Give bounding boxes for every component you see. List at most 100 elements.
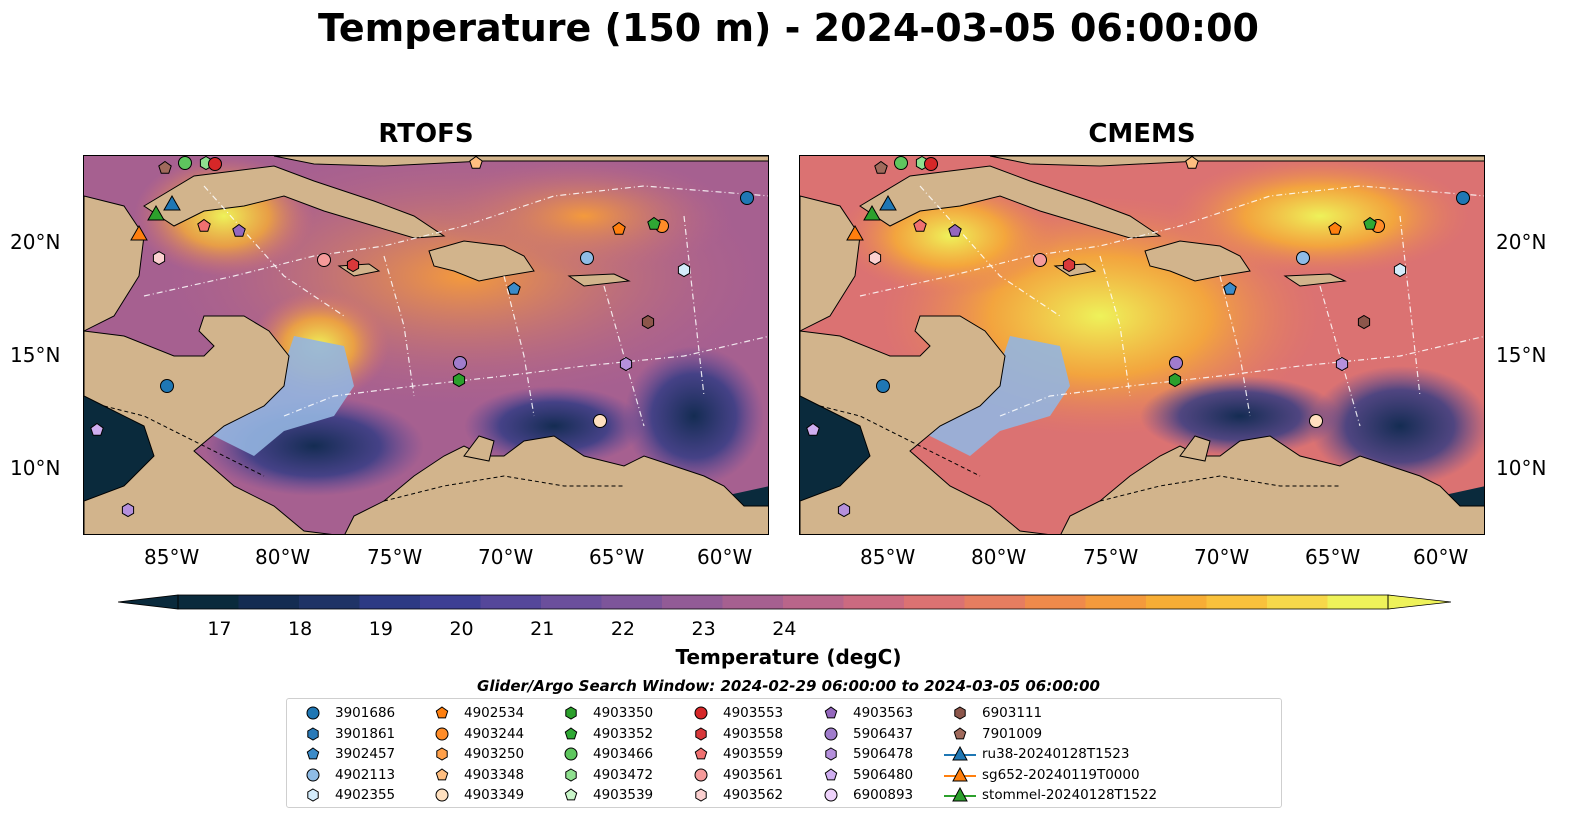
float-marker bbox=[452, 372, 466, 388]
legend-item: 4903558 bbox=[683, 724, 893, 744]
float-marker bbox=[1185, 156, 1199, 169]
pentagon-marker-icon bbox=[824, 767, 838, 780]
float-marker bbox=[740, 191, 754, 205]
hexagon-marker-icon bbox=[695, 726, 707, 741]
y-tick-label: 15°N bbox=[1496, 343, 1547, 367]
float-marker bbox=[879, 194, 897, 211]
float-marker bbox=[868, 250, 882, 266]
colorbar-segment bbox=[964, 595, 1026, 609]
legend-label: 4903553 bbox=[723, 705, 784, 721]
legend-label: 6903111 bbox=[982, 705, 1043, 721]
float-marker bbox=[1328, 221, 1342, 235]
float-marker bbox=[232, 223, 246, 237]
x-tick-label: 60°W bbox=[697, 545, 753, 569]
colorbar-label: Temperature (degC) bbox=[675, 645, 902, 669]
x-tick-label: 75°W bbox=[1083, 545, 1139, 569]
float-marker bbox=[876, 379, 890, 393]
legend: 3901686 3901861 3902457 4902113 4902355 49025… bbox=[286, 698, 1282, 808]
float-marker bbox=[317, 253, 331, 267]
y-tick-label: 20°N bbox=[10, 230, 61, 254]
legend-item: stommel-20240128T1522 bbox=[942, 785, 1157, 805]
float-marker bbox=[346, 257, 360, 273]
pentagon-marker-icon bbox=[824, 706, 838, 719]
legend-label: 5906480 bbox=[853, 766, 914, 783]
float-marker bbox=[152, 250, 166, 266]
legend-label: 4903559 bbox=[723, 746, 784, 762]
colorbar-segment bbox=[601, 595, 663, 609]
y-tick-label: 15°N bbox=[10, 343, 61, 367]
legend-label: 4903352 bbox=[593, 725, 654, 742]
colorbar-segment bbox=[662, 595, 723, 609]
pentagon-marker-icon bbox=[564, 788, 578, 801]
legend-item: 4903559 bbox=[683, 744, 893, 764]
float-marker bbox=[1168, 372, 1182, 388]
legend-item: 4903562 bbox=[683, 785, 893, 805]
colorbar-tick-label: 20 bbox=[449, 618, 474, 640]
x-tick-label: 70°W bbox=[1194, 545, 1250, 569]
colorbar-segment bbox=[480, 595, 542, 609]
float-marker bbox=[1363, 216, 1377, 230]
legend-label: 4903563 bbox=[853, 705, 914, 721]
float-marker bbox=[507, 281, 521, 295]
colorbar-segment bbox=[1146, 595, 1207, 609]
legend-item: sg652-20240119T0000 bbox=[942, 765, 1152, 785]
legend-item: 4902534 bbox=[424, 703, 634, 723]
legend-item: 4902355 bbox=[295, 785, 505, 805]
legend-item: 6900893 bbox=[813, 785, 1023, 805]
colorbar-segment bbox=[1206, 595, 1268, 609]
legend-label: 4903250 bbox=[464, 746, 525, 762]
float-marker bbox=[647, 216, 661, 230]
legend-label: 3901686 bbox=[335, 705, 396, 721]
circle-marker-icon bbox=[694, 706, 708, 720]
map-rtofs bbox=[83, 155, 769, 535]
triangle-line-marker-icon bbox=[944, 766, 976, 781]
legend-item: 5906480 bbox=[813, 765, 1023, 785]
hexagon-marker-icon bbox=[565, 767, 577, 782]
y-tick-label: 10°N bbox=[10, 456, 61, 480]
colorbar-segment bbox=[238, 595, 300, 609]
float-marker bbox=[863, 204, 881, 221]
float-marker bbox=[130, 224, 148, 241]
pentagon-marker-icon bbox=[435, 706, 449, 719]
circle-marker-icon bbox=[435, 727, 449, 740]
legend-label: 4903244 bbox=[464, 725, 525, 742]
colorbar-segment bbox=[359, 595, 421, 609]
hexagon-marker-icon bbox=[954, 706, 966, 720]
panel-title-rtofs: RTOFS bbox=[378, 119, 474, 149]
legend-item: 5906478 bbox=[813, 744, 1023, 764]
y-tick-label: 20°N bbox=[1496, 230, 1547, 254]
pentagon-marker-icon bbox=[435, 767, 449, 780]
legend-item: 4903250 bbox=[424, 744, 634, 764]
legend-label: 4903562 bbox=[723, 787, 784, 803]
x-tick-label: 85°W bbox=[144, 545, 200, 569]
colorbar-segment bbox=[1327, 595, 1389, 609]
legend-item: 4903348 bbox=[424, 765, 634, 785]
colorbar-extend-low bbox=[118, 594, 179, 610]
legend-label: ru38-20240128T1523 bbox=[982, 746, 1130, 762]
legend-item: 3902457 bbox=[295, 744, 505, 764]
float-marker bbox=[806, 422, 820, 436]
legend-label: 3902457 bbox=[335, 746, 396, 762]
float-marker bbox=[580, 251, 594, 265]
pentagon-marker-icon bbox=[953, 726, 967, 739]
legend-label: 5906478 bbox=[853, 746, 914, 762]
legend-label: 7901009 bbox=[982, 725, 1043, 742]
legend-item: 7901009 bbox=[942, 724, 1152, 744]
legend-label: 4903539 bbox=[593, 787, 654, 803]
legend-item: 3901686 bbox=[295, 703, 505, 723]
legend-item: ru38-20240128T1523 bbox=[942, 744, 1152, 764]
float-marker bbox=[163, 194, 181, 211]
colorbar-segment bbox=[541, 595, 602, 609]
float-marker bbox=[894, 156, 908, 170]
legend-label: 5906437 bbox=[853, 725, 914, 742]
hexagon-marker-icon bbox=[436, 747, 448, 761]
colorbar-segment bbox=[299, 595, 360, 609]
float-marker bbox=[1296, 251, 1310, 265]
x-tick-label: 85°W bbox=[860, 545, 916, 569]
colorbar-segment bbox=[420, 595, 481, 609]
pentagon-marker-icon bbox=[306, 747, 320, 760]
pentagon-marker-icon bbox=[564, 726, 578, 739]
x-tick-label: 80°W bbox=[255, 545, 311, 569]
map-cmems bbox=[799, 155, 1485, 535]
panel-title-cmems: CMEMS bbox=[1088, 119, 1196, 149]
